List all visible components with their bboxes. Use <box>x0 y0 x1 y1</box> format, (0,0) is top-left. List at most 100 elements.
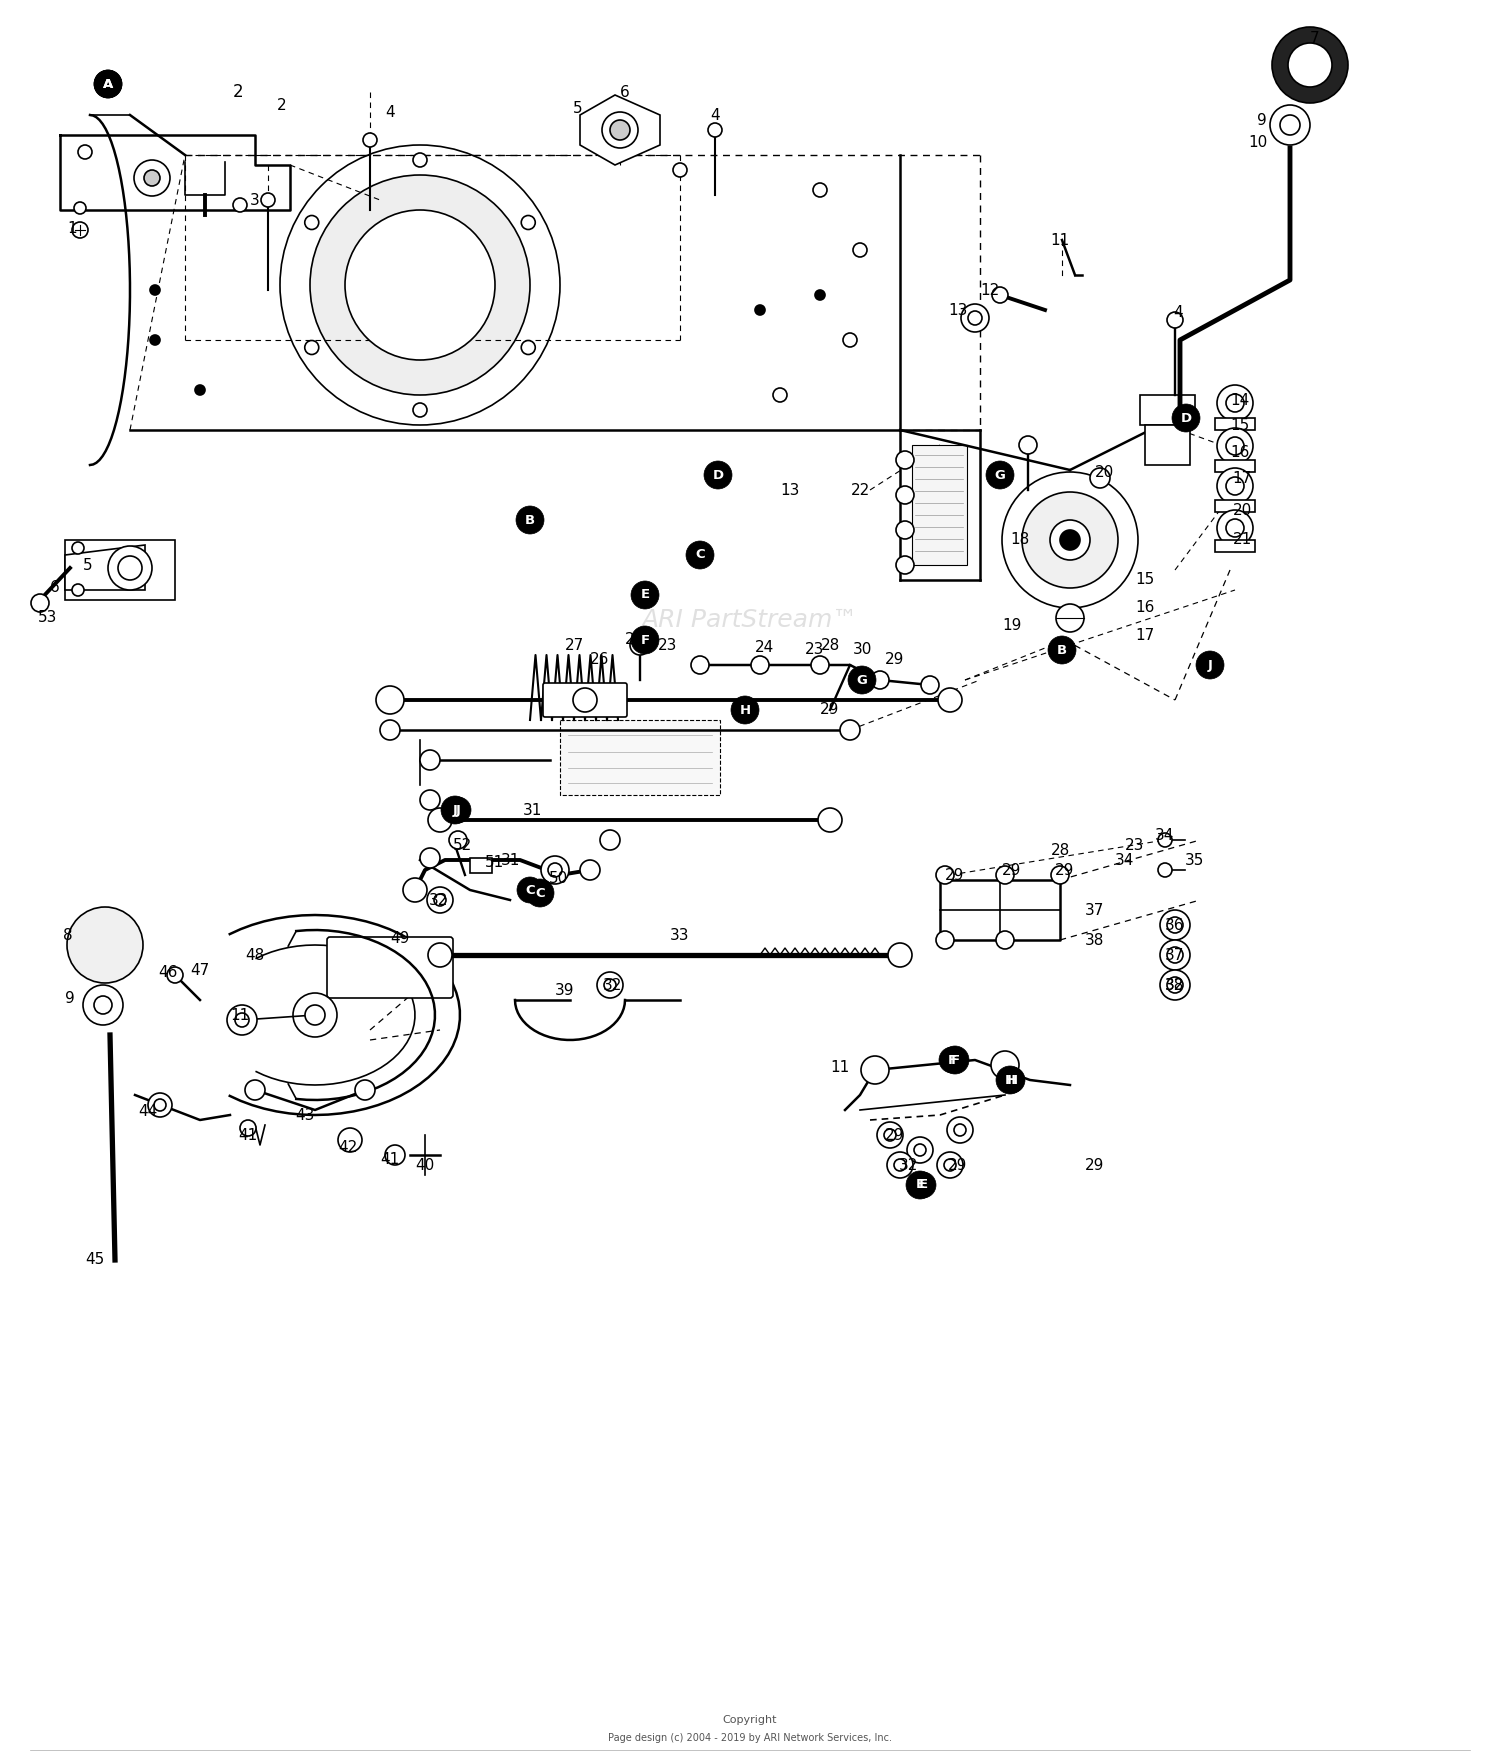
Text: 14: 14 <box>1230 392 1250 408</box>
Circle shape <box>166 967 183 983</box>
Polygon shape <box>64 540 176 600</box>
Circle shape <box>818 807 842 832</box>
Text: 41: 41 <box>381 1152 399 1168</box>
Circle shape <box>68 908 142 983</box>
Text: 32: 32 <box>1166 978 1185 992</box>
Text: 11: 11 <box>831 1059 849 1075</box>
Polygon shape <box>580 95 660 165</box>
Circle shape <box>813 183 826 197</box>
Text: 16: 16 <box>1230 445 1250 459</box>
Circle shape <box>884 1129 896 1142</box>
Text: 4: 4 <box>386 104 394 120</box>
Circle shape <box>939 1047 964 1073</box>
Text: J: J <box>1208 658 1212 672</box>
Text: 34: 34 <box>1116 853 1134 867</box>
Circle shape <box>992 1050 1018 1078</box>
Circle shape <box>363 134 376 148</box>
Text: B: B <box>1058 644 1066 656</box>
Circle shape <box>1090 468 1110 487</box>
Circle shape <box>310 174 530 396</box>
Text: 15: 15 <box>1136 572 1155 588</box>
Circle shape <box>573 688 597 712</box>
Circle shape <box>516 507 544 535</box>
Circle shape <box>730 697 759 725</box>
Circle shape <box>968 311 982 325</box>
Circle shape <box>632 626 658 654</box>
Text: 32: 32 <box>603 978 621 992</box>
Circle shape <box>94 70 122 99</box>
Text: 23: 23 <box>1125 837 1144 853</box>
Circle shape <box>1167 976 1184 994</box>
Text: 18: 18 <box>1011 533 1029 547</box>
Circle shape <box>433 894 445 906</box>
Circle shape <box>1167 916 1184 932</box>
Circle shape <box>1216 510 1252 545</box>
Circle shape <box>704 461 732 489</box>
Circle shape <box>420 848 440 867</box>
Circle shape <box>386 1145 405 1164</box>
Circle shape <box>518 878 543 902</box>
Circle shape <box>94 70 122 99</box>
Text: 42: 42 <box>339 1140 357 1156</box>
Circle shape <box>754 304 765 315</box>
FancyBboxPatch shape <box>470 858 492 872</box>
Circle shape <box>446 797 471 823</box>
Circle shape <box>886 1152 914 1179</box>
Text: D: D <box>712 468 723 482</box>
FancyBboxPatch shape <box>1215 461 1255 471</box>
Circle shape <box>304 216 318 229</box>
Circle shape <box>1216 427 1252 464</box>
Circle shape <box>356 1080 375 1099</box>
Text: 35: 35 <box>1185 853 1204 867</box>
Circle shape <box>946 1117 974 1143</box>
Circle shape <box>448 830 466 850</box>
Circle shape <box>894 1159 906 1171</box>
Text: 48: 48 <box>246 948 264 962</box>
Text: 25: 25 <box>626 633 645 647</box>
FancyBboxPatch shape <box>1215 500 1255 512</box>
Circle shape <box>542 857 568 885</box>
Circle shape <box>1167 311 1184 327</box>
Circle shape <box>72 542 84 554</box>
Text: C: C <box>525 883 536 897</box>
Text: 26: 26 <box>591 653 609 667</box>
Circle shape <box>996 865 1014 885</box>
Text: 4: 4 <box>1173 304 1184 320</box>
Text: 37: 37 <box>1086 902 1104 918</box>
Text: 4: 4 <box>710 107 720 123</box>
Circle shape <box>692 656 709 674</box>
Circle shape <box>938 1152 963 1179</box>
Circle shape <box>992 287 1008 303</box>
Text: 5: 5 <box>82 558 93 572</box>
Text: 2: 2 <box>278 97 286 113</box>
Text: 3: 3 <box>251 192 260 208</box>
Text: A: A <box>104 77 112 90</box>
Text: 13: 13 <box>948 303 968 318</box>
Text: 45: 45 <box>86 1252 105 1268</box>
Text: E: E <box>640 589 650 602</box>
Text: 50: 50 <box>549 871 567 885</box>
Text: 16: 16 <box>1136 600 1155 616</box>
Circle shape <box>522 216 536 229</box>
Circle shape <box>944 1159 956 1171</box>
Circle shape <box>1160 909 1190 939</box>
Circle shape <box>72 222 88 237</box>
Circle shape <box>1019 436 1036 454</box>
Circle shape <box>1288 42 1332 86</box>
Text: C: C <box>694 549 705 561</box>
Circle shape <box>600 830 619 850</box>
Circle shape <box>420 790 440 809</box>
Text: 9: 9 <box>1257 113 1268 127</box>
Circle shape <box>74 202 86 215</box>
Circle shape <box>954 1124 966 1136</box>
Circle shape <box>853 243 867 257</box>
Circle shape <box>986 461 1014 489</box>
Circle shape <box>1160 969 1190 1001</box>
Circle shape <box>861 1055 889 1084</box>
Circle shape <box>148 1092 172 1117</box>
Circle shape <box>610 120 630 141</box>
Circle shape <box>427 807 451 832</box>
Circle shape <box>522 341 536 355</box>
Circle shape <box>1160 939 1190 969</box>
Circle shape <box>962 304 988 332</box>
